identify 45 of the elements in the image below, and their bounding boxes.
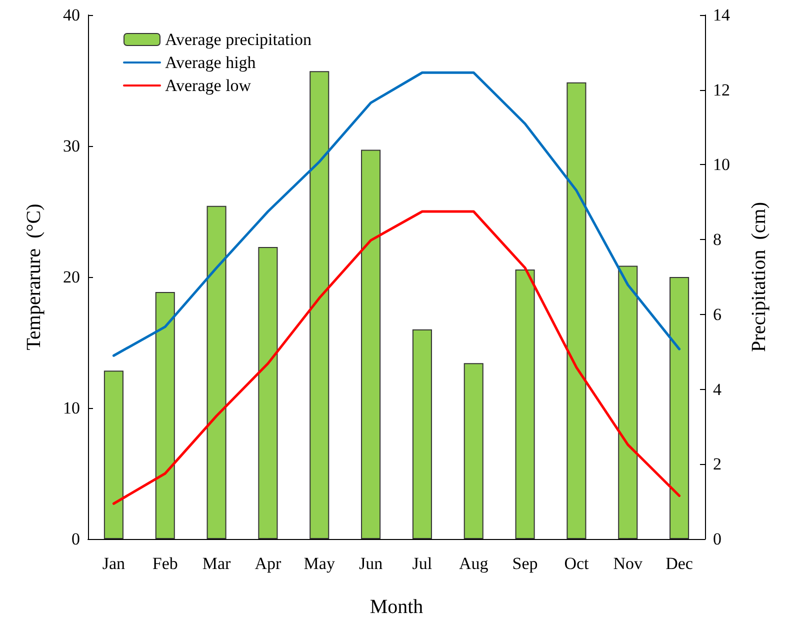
y-tick-label: 20 xyxy=(63,268,80,286)
x-tick-label: Jan xyxy=(102,554,126,573)
y2-tick-label: 10 xyxy=(713,155,730,174)
bar xyxy=(104,370,124,539)
y-tick-label: 10 xyxy=(63,398,80,418)
x-tick-label: Nov xyxy=(613,554,644,573)
bar xyxy=(310,71,330,539)
bar xyxy=(206,206,226,539)
y-tick-label: 40 xyxy=(63,6,80,24)
x-tick-label: Jul xyxy=(412,554,432,573)
y2-tick-label: 6 xyxy=(713,304,722,324)
y2-tick-label: 4 xyxy=(713,380,722,399)
x-tick-label: Aug xyxy=(458,554,489,573)
x-axis-title: Month xyxy=(370,596,424,618)
legend-label: Average low xyxy=(165,76,252,95)
y2-tick-label: 2 xyxy=(713,454,722,474)
line-series xyxy=(112,210,681,505)
x-tick-label: Jun xyxy=(358,554,384,573)
bar xyxy=(515,270,535,539)
bar xyxy=(566,82,586,539)
y2-tick-label: 8 xyxy=(713,230,722,250)
x-tick-label: Sep xyxy=(512,554,538,573)
bar xyxy=(618,266,638,539)
bar xyxy=(155,292,175,539)
y-tick-label: 30 xyxy=(63,136,80,156)
x-tick-label: Mar xyxy=(202,554,232,573)
bar xyxy=(361,150,381,539)
y2-tick-label: 12 xyxy=(713,80,730,100)
bar xyxy=(412,329,432,539)
x-tick-label: Oct xyxy=(564,554,590,573)
x-tick-label: May xyxy=(304,554,336,573)
legend-label: Average precipitation xyxy=(165,30,312,49)
y2-axis-title: Precipitation (cm) xyxy=(748,202,770,352)
y-tick-label: 0 xyxy=(72,530,80,548)
x-tick-label: Dec xyxy=(666,554,694,573)
legend-label: Average high xyxy=(165,53,256,72)
bar xyxy=(258,247,278,539)
y2-tick-label: 14 xyxy=(713,6,730,24)
y2-tick-label: 0 xyxy=(713,530,722,548)
line-series xyxy=(112,71,681,357)
x-tick-label: Feb xyxy=(152,554,178,573)
y-axis-title: Temperarure (°C) xyxy=(23,204,45,350)
bar xyxy=(464,363,484,539)
x-tick-label: Apr xyxy=(254,554,282,573)
bar xyxy=(670,277,690,539)
